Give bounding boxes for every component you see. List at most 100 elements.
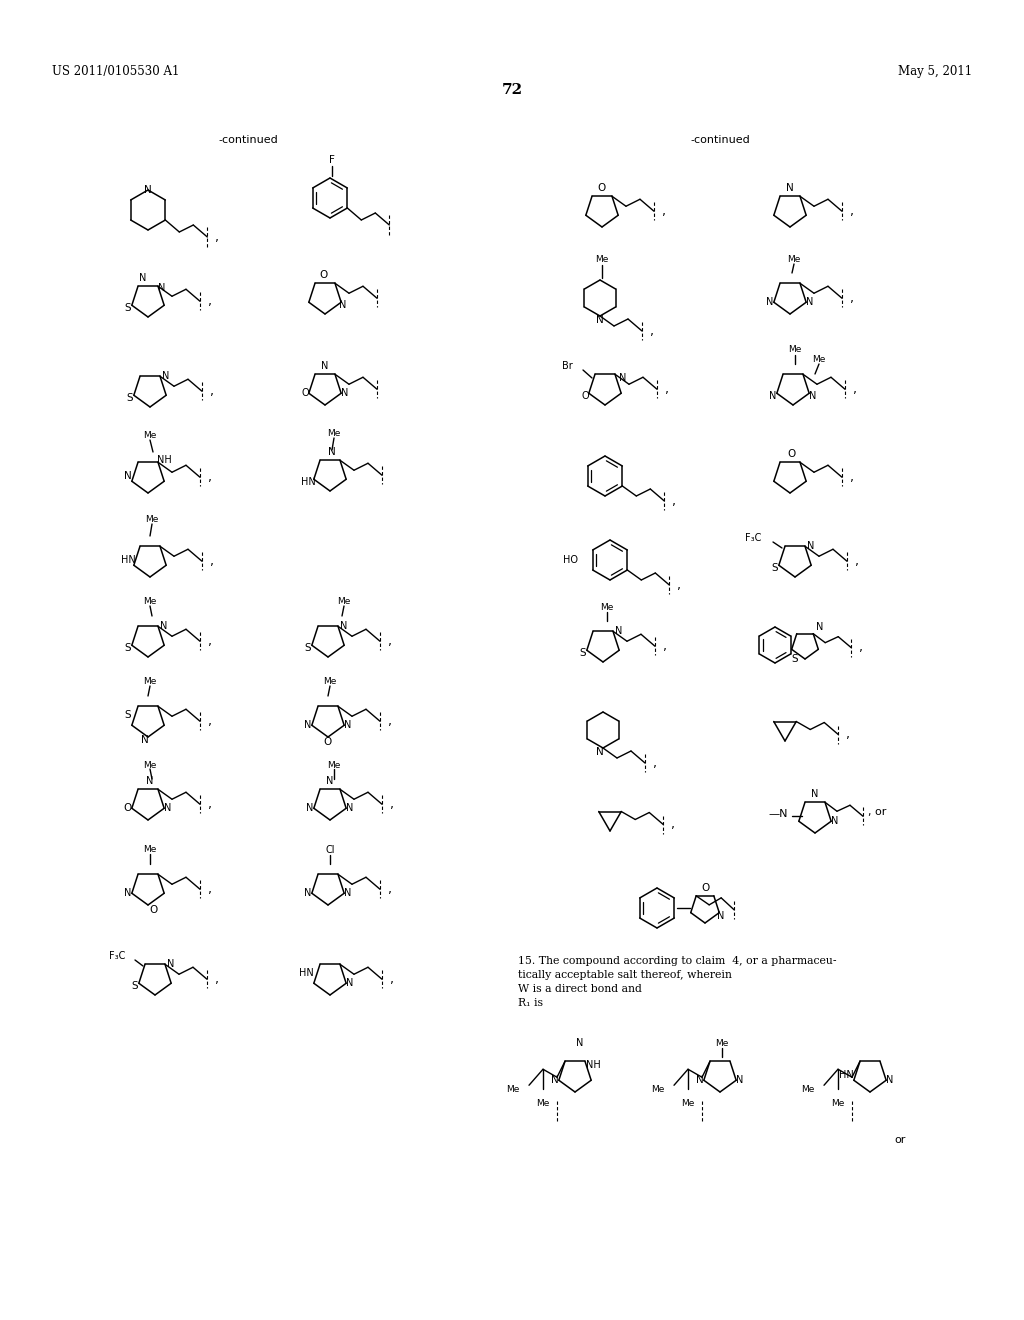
Text: Me: Me [143,846,157,854]
Text: N: N [344,888,351,898]
Text: ,: , [653,756,657,770]
Text: O: O [324,737,332,747]
Text: Cl: Cl [326,845,335,855]
Text: Me: Me [328,429,341,438]
Text: N: N [306,803,313,813]
Text: N: N [816,622,823,632]
Text: ,: , [215,231,219,243]
Text: ,: , [388,883,392,896]
Text: S: S [580,648,587,657]
Text: 72: 72 [502,83,522,96]
Text: ,: , [672,818,675,832]
Text: N: N [339,300,347,310]
Text: ,: , [388,714,392,727]
Text: N: N [327,776,334,785]
Text: O: O [787,449,796,459]
Text: ,: , [850,471,854,483]
Text: ,: , [665,383,669,396]
Text: N: N [620,374,627,383]
Text: N: N [596,315,604,325]
Text: 15. The compound according to claim  4, or a pharmaceu-: 15. The compound according to claim 4, o… [518,956,837,966]
Text: N: N [551,1074,559,1085]
Text: N: N [159,282,166,293]
Text: N: N [346,803,353,813]
Text: ,: , [677,578,681,591]
Text: NH: NH [586,1060,600,1071]
Text: ,: , [208,294,212,308]
Text: HO: HO [562,554,578,565]
Text: ,: , [390,973,394,986]
Text: Me: Me [143,677,157,686]
Text: N: N [304,719,311,730]
Text: O: O [700,883,710,894]
Text: ,: , [210,554,214,568]
Text: —N: —N [768,809,787,818]
Text: Me: Me [651,1085,665,1094]
Text: O: O [148,906,157,915]
Text: Me: Me [337,598,350,606]
Text: N: N [146,776,154,785]
Text: Me: Me [537,1098,550,1107]
Text: N: N [887,1074,894,1085]
Text: ,: , [850,205,854,218]
Text: Br: Br [561,360,572,371]
Text: N: N [718,911,725,921]
Text: N: N [340,620,348,631]
Text: Me: Me [802,1085,815,1094]
Text: N: N [766,297,774,308]
Text: HN: HN [839,1071,853,1080]
Text: N: N [696,1074,703,1085]
Text: N: N [811,789,818,799]
Text: S: S [125,304,131,313]
Text: F₃C: F₃C [109,950,125,961]
Text: ,: , [662,205,666,218]
Text: ,: , [208,883,212,896]
Text: Me: Me [600,602,613,611]
Text: F: F [329,154,335,165]
Text: ,: , [850,292,854,305]
Text: N: N [328,447,336,457]
Text: O: O [318,271,327,280]
Text: HN: HN [121,554,135,565]
Text: ,: , [208,471,212,483]
Text: NH: NH [157,455,171,465]
Text: ,: , [388,635,392,648]
Text: Me: Me [812,355,825,364]
Text: Me: Me [788,346,802,355]
Text: ,: , [853,383,857,396]
Text: N: N [786,183,794,193]
Text: N: N [807,541,815,550]
Text: W is a direct bond and: W is a direct bond and [518,983,642,994]
Text: ,: , [846,729,850,741]
Text: S: S [792,653,799,664]
Text: Me: Me [716,1039,729,1048]
Text: Me: Me [143,432,157,441]
Text: N: N [139,273,146,282]
Text: HN: HN [299,968,313,978]
Text: S: S [305,643,311,653]
Text: N: N [736,1074,743,1085]
Text: ,: , [859,642,863,655]
Text: ,: , [390,797,394,810]
Text: N: N [124,888,132,898]
Text: N: N [346,978,353,987]
Text: S: S [127,393,133,403]
Text: Me: Me [328,760,341,770]
Text: Me: Me [143,760,157,770]
Text: N: N [577,1038,584,1048]
Text: N: N [809,391,817,401]
Text: N: N [831,816,839,826]
Text: ,: , [210,384,214,397]
Text: N: N [141,735,148,744]
Text: Me: Me [787,255,801,264]
Text: tically acceptable salt thereof, wherein: tically acceptable salt thereof, wherein [518,970,732,979]
Text: Me: Me [595,256,608,264]
Text: or: or [894,1135,905,1144]
Text: Me: Me [145,516,159,524]
Text: ,: , [650,325,654,338]
Text: N: N [341,388,349,399]
Text: N: N [322,360,329,371]
Text: N: N [163,371,170,381]
Text: N: N [769,391,776,401]
Text: ,: , [855,554,859,568]
